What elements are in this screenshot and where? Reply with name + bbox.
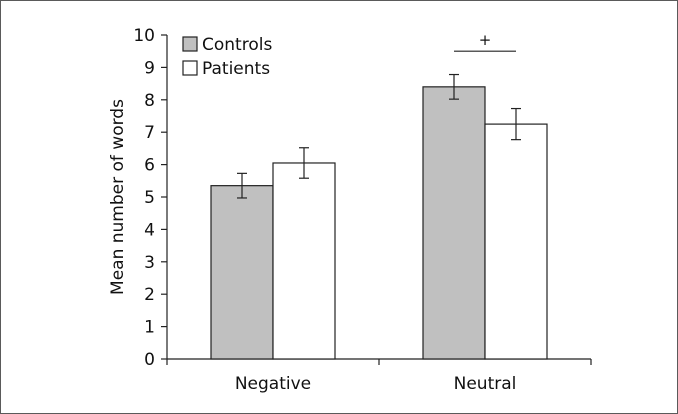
legend-label-controls: Controls — [202, 35, 272, 55]
bar-patients-negative — [272, 162, 336, 360]
y-tick-label: 7 — [144, 123, 155, 143]
legend: Controls Patients — [182, 35, 272, 79]
error-bars — [237, 73, 521, 199]
bar-controls-neutral — [422, 86, 486, 360]
y-tick-label: 3 — [144, 253, 155, 273]
y-tick-label: 5 — [144, 188, 155, 208]
y-tick-label: 10 — [133, 26, 155, 46]
annotations: + — [454, 31, 516, 52]
x-tick-label: Neutral — [454, 374, 517, 394]
x-tick-label: Negative — [235, 374, 311, 394]
axes: 0 1 2 3 4 5 6 7 8 9 10 Negative Neutral — [133, 26, 592, 394]
y-axis-label: Mean number of words — [108, 99, 128, 295]
y-tick-label: 4 — [144, 220, 155, 240]
bars — [210, 86, 548, 360]
significance-marker: + — [479, 31, 492, 49]
y-tick-label: 9 — [144, 58, 155, 78]
y-tick-label: 0 — [144, 350, 155, 370]
y-tick-label: 8 — [144, 91, 155, 111]
y-tick-label: 6 — [144, 156, 155, 176]
y-tick-label: 2 — [144, 285, 155, 305]
bar-controls-negative — [210, 185, 274, 360]
legend-label-patients: Patients — [202, 59, 270, 79]
legend-swatch-controls — [182, 36, 198, 52]
bar-patients-neutral — [484, 123, 548, 360]
legend-swatch-patients — [182, 60, 198, 76]
y-tick-label: 1 — [144, 318, 155, 338]
